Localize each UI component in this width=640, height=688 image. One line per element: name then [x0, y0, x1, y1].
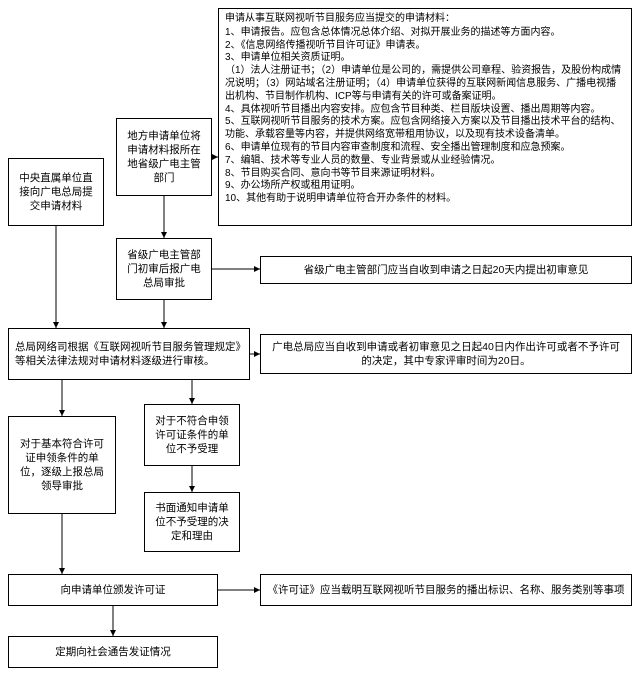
mat-7: 申请单位现有的节目内容审查制度和流程、安全播出管理制度和应急预案。: [241, 142, 571, 153]
mat-1: 申请报告。应包含总体情况总体介绍、对拟开展业务的描述等方面内容。: [241, 27, 561, 38]
issue-license-text: 向申请单位颁发许可证: [61, 583, 166, 597]
publish-text: 定期向社会通告发证情况: [55, 645, 171, 659]
prov-deadline-box: 省级广电主管部门应当自收到申请之日起20天内提出初审意见: [260, 256, 632, 284]
mat-4: （1）法人注册证书；（2）申请单位是公司的，需提供公司章程、验资报告，及股份构成…: [225, 65, 621, 102]
mat-6: 互联网视听节目服务的技术方案。应包含网络接入方案以及节目播出技术平台的结构、功能…: [225, 116, 621, 140]
central-submit-text: 中央直属单位直接向广电总局提交申请材料: [15, 171, 97, 214]
written-notice-box: 书面通知申请单位不予受理的决定和理由: [144, 492, 240, 552]
prov-deadline-text: 省级广电主管部门应当自收到申请之日起20天内提出初审意见: [304, 263, 589, 277]
mat-10: 办公场所产权或租用证明。: [241, 180, 361, 191]
central-submit-box: 中央直属单位直接向广电总局提交申请材料: [8, 158, 104, 226]
written-notice-text: 书面通知申请单位不予受理的决定和理由: [151, 501, 233, 544]
flowchart-canvas: 申请从事互联网视听节目服务应当提交的申请材料： 1、申请报告。应包含总体情况总体…: [8, 8, 632, 680]
publish-box: 定期向社会通告发证情况: [8, 636, 218, 668]
mat-3: 申请单位相关资质证明。: [241, 52, 351, 63]
local-submit-text: 地方申请单位将申请材料报所在地省级广电主管部门: [123, 129, 205, 186]
prov-review-box: 省级广电主管部门初审后报广电总局审批: [116, 238, 212, 300]
mat-8: 编辑、技术等专业人员的数量、专业背景或从业经验情况。: [241, 155, 501, 166]
bureau-review-box: 总局网络司根据《互联网视听节目服务管理规定》等相关法律法规对申请材料逐级进行审核…: [8, 328, 250, 380]
bureau-deadline-box: 广电总局应当自收到申请或者初审意见之日起40日内作出许可或者不予许可的决定，其中…: [260, 334, 632, 374]
mat-5: 具体视听节目播出内容安排。应包含节目种类、栏目版块设置、播出周期等内容。: [241, 104, 601, 115]
qualified-text: 对于基本符合许可证申领条件的单位，逐级上报总局领导审批: [15, 437, 109, 494]
unqualified-box: 对于不符合申领许可证条件的单位不予受理: [144, 404, 240, 466]
bureau-review-text: 总局网络司根据《互联网视听节目服务管理规定》等相关法律法规对申请材料逐级进行审核…: [15, 340, 243, 368]
materials-box: 申请从事互联网视听节目服务应当提交的申请材料： 1、申请报告。应包含总体情况总体…: [218, 8, 632, 226]
license-content-box: 《许可证》应当载明互联网视听节目服务的播出标识、名称、服务类别等事项: [260, 574, 632, 606]
unqualified-text: 对于不符合申领许可证条件的单位不予受理: [151, 414, 233, 457]
materials-title: 申请从事互联网视听节目服务应当提交的申请材料：: [225, 13, 625, 26]
local-submit-box: 地方申请单位将申请材料报所在地省级广电主管部门: [116, 118, 212, 196]
mat-2: 《信息网络传播视听节目许可证》申请表。: [241, 40, 426, 51]
issue-license-box: 向申请单位颁发许可证: [8, 574, 218, 606]
prov-review-text: 省级广电主管部门初审后报广电总局审批: [123, 248, 205, 291]
qualified-box: 对于基本符合许可证申领条件的单位，逐级上报总局领导审批: [8, 416, 116, 514]
bureau-deadline-text: 广电总局应当自收到申请或者初审意见之日起40日内作出许可或者不予许可的决定，其中…: [267, 340, 625, 368]
mat-11: 其他有助于说明申请单位符合开办条件的材料。: [246, 193, 456, 204]
license-content-text: 《许可证》应当载明互联网视听节目服务的播出标识、名称、服务类别等事项: [268, 583, 625, 597]
mat-9: 节目购买合同、意向书等节目来源证明材料。: [241, 168, 441, 179]
